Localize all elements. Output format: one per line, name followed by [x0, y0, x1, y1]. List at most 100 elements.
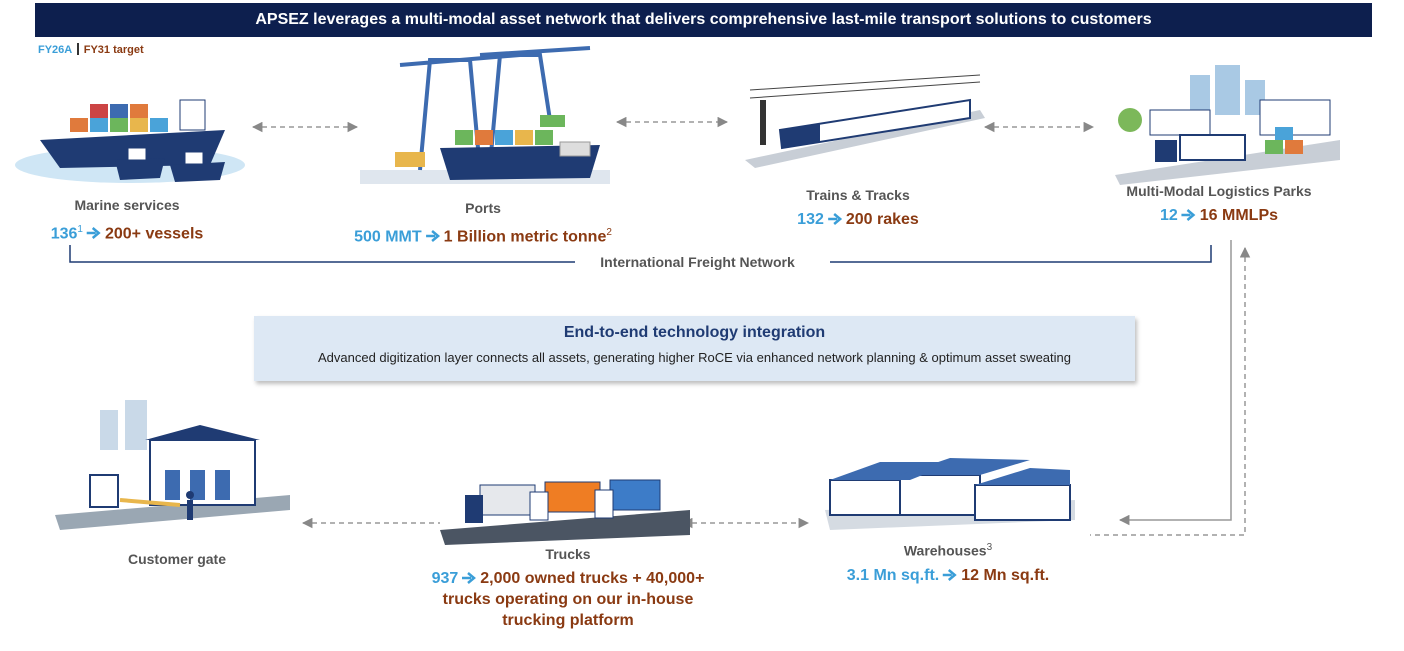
arrow-shape	[943, 570, 955, 580]
arrow-shape	[426, 231, 438, 241]
shape	[610, 480, 660, 510]
shape	[1275, 127, 1293, 140]
node-label: Marine services	[51, 197, 204, 213]
actual-value: 3.1 Mn sq.ft.	[847, 567, 939, 584]
shape	[830, 480, 910, 515]
node-label-text: Ports	[465, 200, 501, 216]
node-label-text: Multi-Modal Logistics Parks	[1126, 183, 1311, 199]
shape	[495, 130, 513, 145]
shape	[900, 475, 980, 515]
shape	[170, 162, 225, 182]
shape	[90, 118, 108, 132]
shape	[1120, 240, 1231, 520]
shape	[145, 425, 260, 440]
node: Trains & Tracks132200 rakes	[797, 187, 919, 230]
shape	[110, 118, 128, 132]
node-label: Warehouses3	[847, 542, 1049, 559]
mmlp-illustration	[1115, 65, 1340, 185]
node-label: Multi-Modal Logistics Parks	[1126, 183, 1311, 199]
node-label-text: Trucks	[545, 546, 590, 562]
legend-separator	[77, 43, 79, 55]
shape	[128, 148, 146, 160]
shape	[215, 470, 230, 500]
shape	[150, 118, 168, 132]
shape	[130, 118, 148, 132]
shape	[1155, 140, 1177, 162]
shape	[1150, 110, 1210, 135]
shape	[100, 410, 118, 450]
shape	[165, 470, 180, 500]
node: Warehouses3 3.1 Mn sq.ft. 12 Mn sq.ft.	[847, 542, 1049, 586]
arrow-shape	[87, 228, 99, 238]
arrow-shape	[828, 214, 840, 224]
arrow-shape	[1182, 210, 1194, 220]
target-value: 2,000 owned trucks + 40,000+ trucks oper…	[443, 570, 705, 629]
footnote: 1	[77, 224, 83, 235]
arrow-shape	[462, 573, 474, 583]
actual-value: 937	[432, 570, 459, 587]
node-metric: 3.1 Mn sq.ft. 12 Mn sq.ft.	[847, 565, 1049, 586]
shape	[1190, 75, 1210, 115]
shape	[180, 100, 205, 130]
actual-value: 12	[1160, 207, 1178, 224]
shape	[1260, 100, 1330, 135]
shape	[1215, 65, 1240, 115]
shape	[1118, 108, 1142, 132]
node: Customer gate	[128, 551, 226, 567]
page: APSEZ leverages a multi-modal asset netw…	[0, 0, 1404, 651]
shape	[595, 490, 613, 518]
arrow-icon	[1181, 208, 1197, 222]
shape	[1265, 140, 1283, 154]
shape	[455, 130, 473, 145]
shape	[1285, 140, 1303, 154]
warehouse-illustration	[825, 458, 1075, 530]
shape	[475, 130, 493, 145]
shape	[560, 142, 590, 156]
ports-illustration	[360, 48, 610, 184]
shape	[395, 152, 425, 167]
shape	[530, 492, 548, 520]
shape	[480, 485, 535, 515]
legend-actual: FY26A	[38, 44, 72, 56]
shape	[90, 104, 108, 118]
shape	[780, 124, 820, 148]
target-value: 12 Mn sq.ft.	[961, 567, 1049, 584]
arrow-icon	[86, 226, 102, 240]
shape	[750, 75, 980, 90]
customer-gate-illustration	[55, 400, 290, 530]
node-label: Customer gate	[128, 551, 226, 567]
arrow-icon	[827, 212, 843, 226]
shape	[545, 482, 600, 512]
shape	[1090, 248, 1245, 535]
shape	[1180, 135, 1245, 160]
shape	[125, 400, 147, 450]
trucks-illustration	[440, 480, 690, 545]
node-label: Trucks	[423, 546, 713, 562]
shape	[110, 104, 128, 118]
header-title: APSEZ leverages a multi-modal asset netw…	[35, 3, 1372, 37]
arrow-icon	[425, 229, 441, 243]
shape	[535, 130, 553, 145]
shape	[187, 500, 193, 520]
shape	[465, 495, 483, 523]
shape	[70, 245, 575, 262]
node-label-text: Warehouses	[904, 543, 987, 559]
technology-box: End-to-end technology integration Advanc…	[254, 316, 1135, 381]
target-value: 200+ vessels	[105, 225, 203, 242]
node-label: Trains & Tracks	[797, 187, 919, 203]
shape	[185, 152, 203, 164]
shape	[130, 104, 148, 118]
shape	[760, 100, 766, 145]
shape	[115, 158, 165, 180]
node: Trucks 9372,000 owned trucks + 40,000+ tr…	[423, 546, 713, 631]
footnote: 2	[606, 227, 612, 238]
node-label-text: Customer gate	[128, 551, 226, 567]
node-label-text: Trains & Tracks	[806, 187, 910, 203]
actual-value: 132	[797, 211, 824, 228]
